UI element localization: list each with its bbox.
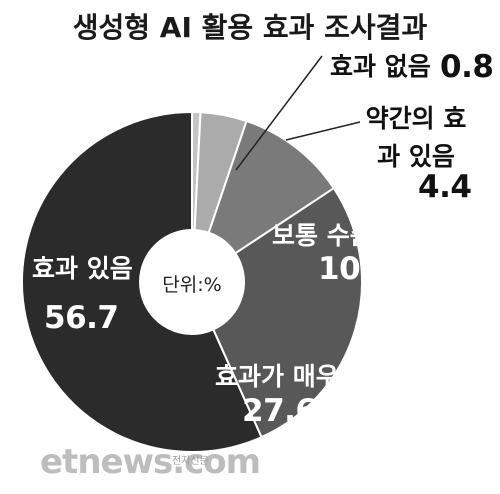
watermark-sub: 전자신문 <box>172 456 209 467</box>
chart-title: 생성형 AI 활용 효과 조사결과 <box>72 11 428 44</box>
value-label: 27.6 <box>242 393 317 429</box>
leader-line <box>285 121 361 141</box>
slice-label: 효과 있음 <box>32 254 133 283</box>
leader-line <box>235 55 323 171</box>
watermark: etnews.com <box>40 442 261 482</box>
slice-label: 효과가 매우 큼 <box>215 362 371 391</box>
slice-label: 보통 수준 <box>272 221 373 250</box>
donut-slice <box>211 186 363 439</box>
value-label: 0.8 <box>440 49 494 85</box>
value-label: 10.5 <box>318 251 393 287</box>
slice-label: 약간의 효과 있음 <box>365 104 467 171</box>
donut-slice <box>21 110 263 453</box>
donut-slice <box>207 119 336 255</box>
value-label: 56.7 <box>44 300 119 336</box>
center-label: 단위:% <box>162 274 222 296</box>
value-label: 4.4 <box>418 169 472 205</box>
slice-label: 효과 없음 <box>330 52 431 81</box>
